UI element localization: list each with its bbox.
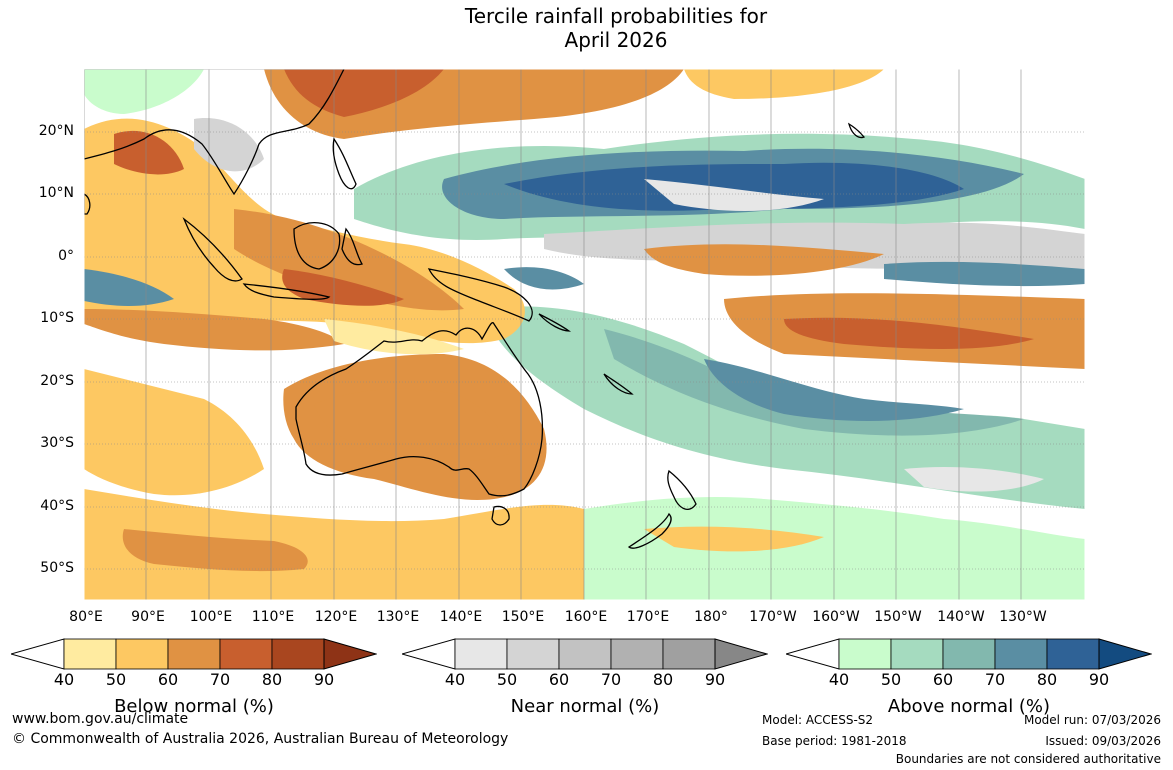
above-normal-swatch-under-40	[786, 638, 840, 670]
below-normal-tick-40: 40	[53, 670, 75, 689]
lon-label-170e: 170°E	[626, 609, 670, 625]
near-normal-tick-90: 90	[704, 670, 726, 689]
lon-label-180: 180°	[694, 609, 728, 625]
below-normal-swatch-50-60	[115, 638, 169, 670]
near-normal-tick-60: 60	[548, 670, 570, 689]
below-normal-tick-60: 60	[157, 670, 179, 689]
below-normal-legend-title: Below normal (%)	[114, 696, 274, 717]
australia-outline	[295, 322, 544, 497]
lon-label-130w: 130°W	[999, 609, 1047, 625]
above-normal-tick-60: 60	[932, 670, 954, 689]
near-normal-swatch-80-90	[662, 638, 716, 670]
colorbar-above-normal	[786, 638, 1152, 670]
se-asia-outline	[84, 69, 345, 196]
near-normal-tick-70: 70	[600, 670, 622, 689]
above-normal-tick-50: 50	[880, 670, 902, 689]
below-normal-swatch-60-70	[167, 638, 221, 670]
above-normal-swatch-70-80	[994, 638, 1048, 670]
near-normal-swatch-over-90	[714, 638, 768, 670]
above-normal-swatch-over-90	[1098, 638, 1152, 670]
near-normal-tick-80: 80	[652, 670, 674, 689]
coastlines	[84, 69, 866, 549]
lat-label-10s: 10°S	[40, 310, 74, 326]
near-normal-swatch-40-50	[454, 638, 508, 670]
lon-label-90e: 90°E	[131, 609, 165, 625]
sulawesi-outline	[341, 227, 363, 266]
lon-label-140w: 140°W	[937, 609, 985, 625]
lon-label-160e: 160°E	[564, 609, 608, 625]
lat-label-40s: 40°S	[40, 498, 74, 514]
colorbar-below-normal	[11, 638, 377, 670]
java-outline	[242, 283, 331, 300]
map-canvas	[84, 69, 1085, 600]
above-normal-tick-40: 40	[828, 670, 850, 689]
sri-lanka-outline	[84, 193, 91, 215]
below-normal-tick-70: 70	[209, 670, 231, 689]
hawaii-outline	[847, 122, 866, 139]
below-normal-swatch-80-90	[271, 638, 325, 670]
model-name: Model: ACCESS-S2	[762, 713, 874, 727]
above-normal-swatch-60-70	[942, 638, 996, 670]
lon-label-140e: 140°E	[439, 609, 483, 625]
above-normal-swatch-40-50	[838, 638, 892, 670]
lon-label-150e: 150°E	[501, 609, 545, 625]
near-normal-swatch-60-70	[558, 638, 612, 670]
colorbar-near-normal	[402, 638, 768, 670]
near-normal-tick-40: 40	[444, 670, 466, 689]
issued-date: Issued: 09/03/2026	[1045, 734, 1161, 748]
lon-label-130e: 130°E	[376, 609, 420, 625]
lon-label-160w: 160°W	[812, 609, 860, 625]
below-normal-swatch-over-90	[323, 638, 377, 670]
lon-label-150w: 150°W	[874, 609, 922, 625]
lat-label-50s: 50°S	[40, 560, 74, 576]
new-guinea-outline	[427, 268, 533, 322]
above-normal-tick-80: 80	[1036, 670, 1058, 689]
nz-north-outline	[667, 469, 697, 510]
below-normal-tick-80: 80	[261, 670, 283, 689]
near-normal-swatch-under-40	[402, 638, 456, 670]
above-normal-tick-90: 90	[1088, 670, 1110, 689]
below-normal-tick-50: 50	[105, 670, 127, 689]
below-normal-swatch-70-80	[219, 638, 273, 670]
lon-label-120e: 120°E	[314, 609, 358, 625]
map-title-line-2: April 2026	[564, 28, 668, 52]
lon-label-80e: 80°E	[69, 609, 103, 625]
probability-map	[84, 69, 1085, 600]
tasmania-outline	[491, 505, 510, 526]
lat-label-10n: 10°N	[38, 185, 74, 201]
lat-label-30s: 30°S	[40, 435, 74, 451]
lat-label-0: 0°	[58, 248, 74, 264]
near-normal-tick-50: 50	[496, 670, 518, 689]
above-normal-legend-title: Above normal (%)	[887, 696, 1051, 717]
lat-label-20n: 20°N	[38, 123, 74, 139]
solomon-outline	[538, 313, 572, 332]
copyright-text: © Commonwealth of Australia 2026, Austra…	[12, 731, 509, 747]
nz-south-outline	[627, 512, 672, 549]
near-normal-swatch-70-80	[610, 638, 664, 670]
lon-label-170w: 170°W	[749, 609, 797, 625]
lon-label-110e: 110°E	[251, 609, 295, 625]
new-caledonia-outline	[603, 373, 634, 395]
borneo-outline	[293, 222, 341, 270]
website-link[interactable]: www.bom.gov.au/climate	[12, 711, 189, 727]
above-normal-tick-70: 70	[984, 670, 1006, 689]
model-run-date: Model run: 07/03/2026	[1023, 713, 1161, 727]
above-normal-swatch-80-90	[1046, 638, 1100, 670]
lon-label-100e: 100°E	[189, 609, 233, 625]
lat-label-20s: 20°S	[40, 373, 74, 389]
map-title-line-1: Tercile rainfall probabilities for	[464, 4, 768, 28]
near-normal-swatch-50-60	[506, 638, 560, 670]
map-title: Tercile rainfall probabilities for April…	[0, 4, 1173, 52]
near-normal-legend-title: Near normal (%)	[510, 696, 660, 717]
philippines-outline	[332, 137, 357, 190]
above-normal-swatch-50-60	[890, 638, 944, 670]
graticule	[84, 69, 1085, 600]
below-normal-swatch-40-50	[63, 638, 117, 670]
below-normal-swatch-under-40	[11, 638, 65, 670]
base-period: Base period: 1981-2018	[762, 734, 907, 748]
sumatra-outline	[182, 217, 243, 282]
below-normal-tick-90: 90	[313, 670, 335, 689]
boundaries-disclaimer: Boundaries are not considered authoritat…	[895, 752, 1161, 766]
probability-fields	[84, 69, 1085, 600]
